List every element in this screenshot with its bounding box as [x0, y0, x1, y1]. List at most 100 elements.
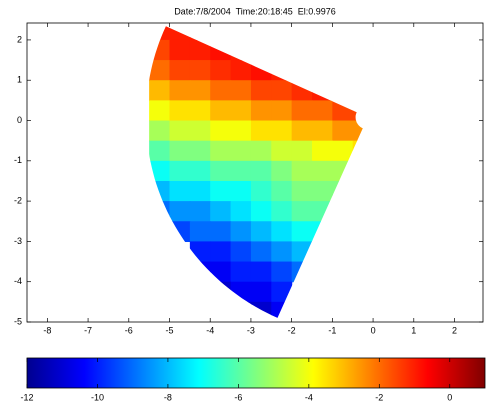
heat-cell — [312, 201, 333, 222]
heat-cell — [250, 80, 272, 101]
y-tick-label: -1 — [14, 155, 22, 165]
y-tick-label: 1 — [17, 75, 22, 85]
heat-cell — [230, 120, 252, 142]
heat-cell — [250, 221, 272, 243]
y-tick-label: 2 — [17, 34, 22, 44]
heat-cell — [210, 261, 232, 283]
heat-cell — [230, 140, 252, 162]
heat-cell — [250, 180, 272, 202]
heat-cell — [291, 261, 313, 283]
heat-cell — [210, 120, 232, 142]
heat-cell — [271, 80, 293, 101]
x-tick-label: -5 — [165, 325, 173, 335]
colorbar-tick-label: 0 — [447, 392, 452, 402]
heat-cell — [149, 180, 171, 202]
colorbar-tick-label: -4 — [305, 392, 313, 402]
heat-cell — [271, 281, 293, 303]
heat-cell — [149, 60, 171, 81]
heat-cell — [149, 100, 171, 122]
heat-cell — [271, 120, 293, 142]
heat-cell — [189, 120, 211, 142]
heat-cell — [291, 160, 313, 182]
heat-cell — [169, 120, 191, 142]
heat-cell — [230, 261, 252, 283]
heat-cell — [149, 160, 171, 182]
heat-cell — [271, 241, 293, 263]
y-tick-label: -3 — [14, 236, 22, 246]
heat-cell — [291, 221, 313, 243]
heat-cell — [352, 100, 363, 122]
heat-cell — [250, 100, 272, 122]
heat-cell — [230, 180, 252, 202]
heat-cell — [250, 160, 272, 182]
x-tick-label: 1 — [411, 325, 416, 335]
heat-cell — [332, 120, 354, 142]
heat-cell — [169, 180, 191, 202]
heat-cell — [210, 60, 232, 81]
heat-cell — [169, 160, 191, 182]
heat-cell — [332, 100, 354, 122]
heat-cell — [291, 80, 313, 101]
heat-cell — [210, 201, 232, 222]
x-tick-label: -1 — [328, 325, 336, 335]
axes-frame — [26, 22, 484, 323]
heat-cell — [271, 140, 293, 162]
heat-cell — [189, 100, 211, 122]
heat-cell — [291, 140, 313, 162]
heat-cell — [291, 180, 313, 202]
heat-cell — [189, 221, 211, 243]
heat-cell — [149, 201, 171, 222]
heat-cell — [169, 39, 191, 61]
heat-cell — [149, 120, 171, 142]
x-tick-label: -3 — [247, 325, 255, 335]
heat-cell — [169, 201, 191, 222]
heat-cell — [230, 60, 252, 81]
heat-cell — [250, 60, 272, 81]
heat-cell — [230, 100, 252, 122]
heat-cell — [169, 221, 191, 243]
heat-cell — [230, 221, 252, 243]
heat-cell — [210, 80, 232, 101]
x-tick-label: 2 — [452, 325, 457, 335]
heat-cell — [189, 60, 211, 81]
heat-cell — [271, 201, 293, 222]
heat-cell — [291, 120, 313, 142]
y-tick-label: -5 — [14, 316, 22, 326]
heat-cell — [312, 160, 333, 182]
heat-cell — [250, 281, 272, 303]
heat-cell — [230, 80, 252, 101]
heat-cell — [230, 281, 252, 303]
heatmap — [149, 26, 363, 318]
heat-cell — [250, 120, 272, 142]
y-tick-label: -4 — [14, 276, 22, 286]
heat-cell — [210, 100, 232, 122]
colorbar — [26, 357, 486, 389]
heat-cell — [189, 39, 211, 61]
heat-cell — [250, 241, 272, 263]
x-tick-label: -6 — [125, 325, 133, 335]
heat-cell — [189, 160, 211, 182]
heat-cell — [250, 140, 272, 162]
heat-cell — [332, 160, 354, 182]
x-tick-label: -2 — [288, 325, 296, 335]
chart-title: Date:7/8/2004 Time:20:18:45 El:0.9976 — [174, 6, 336, 16]
heat-cell — [312, 180, 333, 202]
colorbar-tick-label: -2 — [375, 392, 383, 402]
heat-cell — [312, 100, 333, 122]
y-tick-label: 0 — [17, 115, 22, 125]
heat-cell — [149, 140, 171, 162]
x-tick-label: 0 — [371, 325, 376, 335]
heat-cell — [271, 60, 293, 81]
heat-cell — [189, 80, 211, 101]
heat-cell — [291, 201, 313, 222]
heat-cell — [312, 120, 333, 142]
heat-cell — [312, 80, 333, 101]
heat-cell — [149, 39, 171, 61]
heat-cell — [230, 241, 252, 263]
heat-cell — [210, 160, 232, 182]
heat-cell — [169, 60, 191, 81]
heat-cell — [189, 140, 211, 162]
heat-cell — [230, 39, 252, 61]
x-tick-label: -4 — [206, 325, 214, 335]
